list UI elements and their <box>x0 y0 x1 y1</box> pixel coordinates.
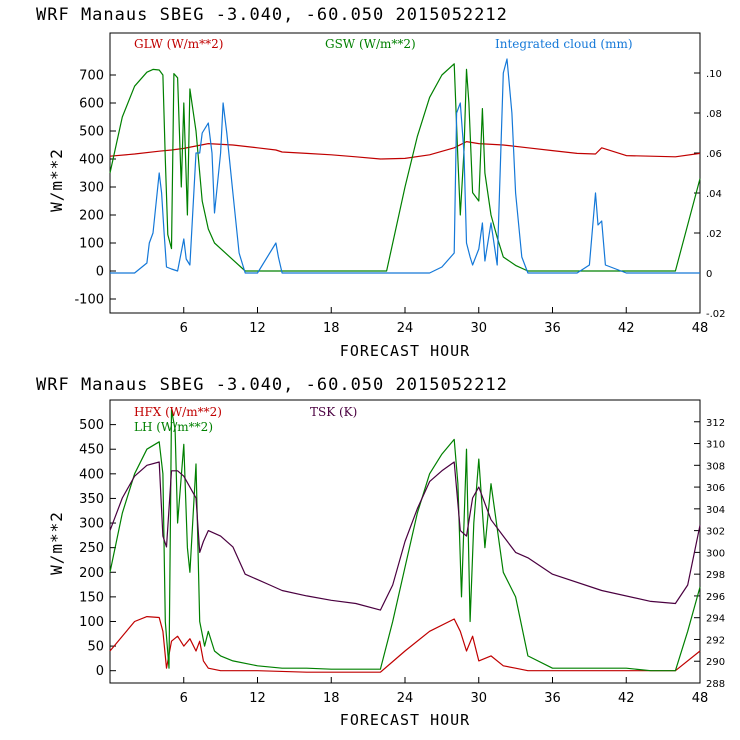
x-tick-label: 36 <box>544 691 561 706</box>
y2-tick-label: 306 <box>706 483 725 494</box>
chart2-legend-hfx: HFX (W/m**2) <box>134 405 222 419</box>
y-tick-label: 350 <box>79 492 104 507</box>
chart2-title: WRF Manaus SBEG -3.040, -60.050 20150522… <box>36 375 508 395</box>
y-tick-label: 500 <box>79 125 104 140</box>
x-tick-label: 18 <box>323 321 340 336</box>
chart1-ylabel: W/m**2 <box>47 148 66 212</box>
y2-tick-label: 312 <box>706 418 725 429</box>
y-tick-label: 400 <box>79 153 104 168</box>
y2-tick-label: 288 <box>706 679 725 690</box>
y2-tick-label: 302 <box>706 527 725 538</box>
x-tick-label: 18 <box>323 691 340 706</box>
y-tick-label: 200 <box>79 209 104 224</box>
chart1-legend-glw: GLW (W/m**2) <box>134 37 223 51</box>
y2-tick-label: 296 <box>706 592 725 603</box>
y-tick-label: 300 <box>79 517 104 532</box>
chart2-legend-lh: LH (W/m**2) <box>134 420 213 434</box>
series-line-lh <box>109 409 701 672</box>
y2-tick-label: .08 <box>706 109 722 120</box>
y2-tick-label: 300 <box>706 548 725 559</box>
y-tick-label: 0 <box>96 265 104 280</box>
x-tick-label: 30 <box>470 321 487 336</box>
chart1-axes: 6 12 18 24 30 36 42 48 -100 0 100 200 300 400 500 600 70… <box>74 32 726 336</box>
chart1-plot-area <box>109 58 701 274</box>
x-tick-label: 24 <box>397 691 414 706</box>
y-tick-label: 150 <box>79 590 104 605</box>
x-tick-label: 36 <box>544 321 561 336</box>
y2-tick-label: 290 <box>706 657 725 668</box>
series-line-gsw <box>109 63 701 272</box>
y2-tick-label: 304 <box>706 505 725 516</box>
x-tick-label: 12 <box>249 691 266 706</box>
y-tick-label: 700 <box>79 69 104 84</box>
y2-tick-label: .06 <box>706 149 722 160</box>
y-tick-label: 450 <box>79 443 104 458</box>
y2-tick-label: 298 <box>706 570 725 581</box>
y-tick-label: 250 <box>79 541 104 556</box>
y-tick-label: 100 <box>79 237 104 252</box>
chart2-xlabel: FORECAST HOUR <box>340 711 470 729</box>
chart2-ylabel: W/m**2 <box>47 511 66 575</box>
y2-tick-label: .04 <box>706 189 722 200</box>
chart1-legend-gsw: GSW (W/m**2) <box>325 37 416 51</box>
y-tick-label: 200 <box>79 566 104 581</box>
x-tick-label: 30 <box>470 691 487 706</box>
chart2-legend-tsk: TSK (K) <box>310 405 357 419</box>
y-tick-label: 300 <box>79 181 104 196</box>
y-tick-label: 400 <box>79 467 104 482</box>
chart1-title: WRF Manaus SBEG -3.040, -60.050 20150522… <box>36 5 508 25</box>
y-tick-label: 100 <box>79 615 104 630</box>
x-tick-label: 48 <box>692 321 709 336</box>
y-tick-label: -100 <box>74 293 104 308</box>
series-line-hfx <box>109 615 701 673</box>
x-tick-label: 6 <box>180 691 188 706</box>
y-tick-label: 500 <box>79 418 104 433</box>
y2-tick-label: 294 <box>706 614 725 625</box>
chart1-legend-cloud: Integrated cloud (mm) <box>495 37 633 51</box>
y2-tick-label: .02 <box>706 229 722 240</box>
x-tick-label: 12 <box>249 321 266 336</box>
chart1-xlabel: FORECAST HOUR <box>340 342 470 360</box>
x-tick-label: 42 <box>618 321 635 336</box>
series-line-integrated <box>110 58 700 274</box>
chart2-axes: 6 12 18 24 30 36 42 48 0 50 100 150 200 250 300 350 400 4… <box>79 399 725 706</box>
y2-tick-label: 308 <box>706 461 725 472</box>
series-line-tsk <box>109 461 701 611</box>
y-tick-label: 600 <box>79 97 104 112</box>
y2-tick-label: 310 <box>706 440 725 451</box>
y-tick-label: 50 <box>87 640 104 655</box>
chart2-plot-area <box>109 409 701 673</box>
y2-tick-label: 0 <box>706 269 712 280</box>
x-tick-label: 48 <box>692 691 709 706</box>
x-tick-label: 42 <box>618 691 635 706</box>
x-tick-label: 24 <box>397 321 414 336</box>
y2-tick-label: 292 <box>706 635 725 646</box>
y2-tick-label: -.02 <box>706 309 726 320</box>
x-tick-label: 6 <box>180 321 188 336</box>
y-tick-label: 0 <box>96 664 104 679</box>
y2-tick-label: .10 <box>706 69 722 80</box>
